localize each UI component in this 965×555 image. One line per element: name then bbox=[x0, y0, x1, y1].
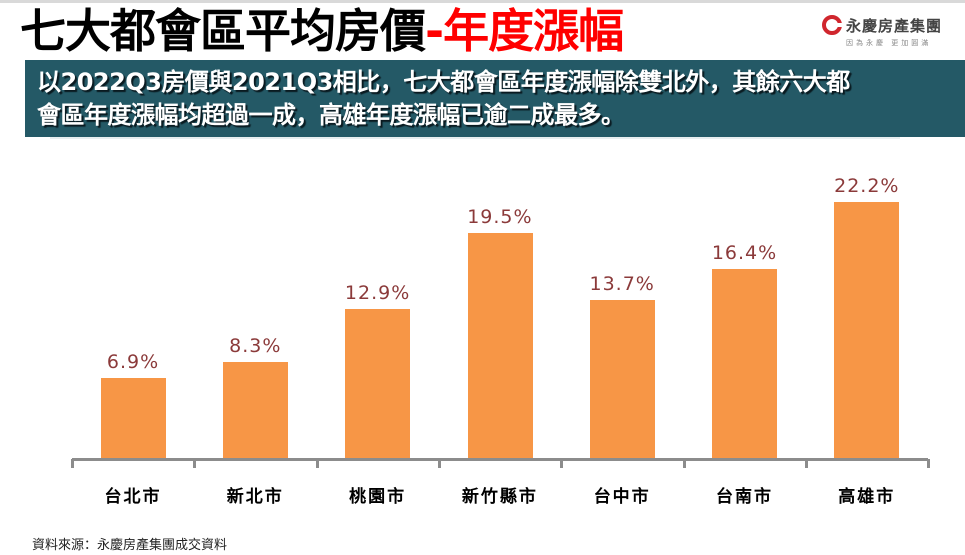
category-label: 台北市 bbox=[104, 487, 162, 507]
page-title: 七大都會區平均房價-年度漲幅 bbox=[20, 2, 624, 60]
data-label: 8.3% bbox=[229, 335, 282, 358]
category-label: 桃園市 bbox=[349, 487, 407, 507]
data-label: 22.2% bbox=[834, 175, 900, 198]
category-label: 新北市 bbox=[226, 487, 284, 507]
category-label: 台中市 bbox=[593, 487, 651, 507]
bar bbox=[345, 309, 411, 458]
x-axis-tick bbox=[315, 459, 319, 468]
summary-line-2: 會區年度漲幅均超過一成，高雄年度漲幅已逾二成最多。 bbox=[37, 101, 625, 129]
top-rule bbox=[0, 0, 965, 3]
bar bbox=[100, 378, 166, 458]
banner-underline bbox=[50, 137, 900, 139]
data-label: 12.9% bbox=[344, 282, 411, 305]
brand-logo: 永慶房產集團 因為永慶 更加圓滿 bbox=[822, 14, 962, 50]
bar bbox=[222, 362, 288, 458]
brand-circle-icon bbox=[822, 15, 842, 35]
brand-slogan: 因為永慶 更加圓滿 bbox=[846, 39, 932, 47]
x-axis-tick bbox=[437, 459, 441, 468]
x-axis-tick bbox=[560, 459, 564, 468]
bar bbox=[467, 233, 533, 458]
x-axis-tick bbox=[71, 459, 74, 468]
data-label: 16.4% bbox=[711, 241, 778, 264]
bar bbox=[589, 300, 655, 458]
data-label: 6.9% bbox=[106, 351, 160, 374]
x-axis-tick bbox=[804, 459, 808, 468]
x-axis-tick bbox=[927, 459, 931, 468]
bar-chart: 6.9% 台北市 8.3% 新北市 12.9% 桃園市 19.5% 新竹縣市 13.7% 台中市 1… bbox=[0, 140, 965, 520]
x-axis-tick bbox=[682, 459, 686, 468]
summary-banner: 以2022Q3房價與2021Q3相比，七大都會區年度漲幅除雙北外，其餘六大都 會… bbox=[25, 60, 965, 137]
category-label: 高雄市 bbox=[838, 487, 896, 507]
source-note: 資料來源：永慶房產集團成交資料 bbox=[32, 538, 228, 553]
summary-line-1: 以2022Q3房價與2021Q3相比，七大都會區年度漲幅除雙北外，其餘六大都 bbox=[37, 68, 850, 96]
category-label: 新竹縣市 bbox=[461, 487, 538, 507]
data-label: 13.7% bbox=[589, 273, 655, 296]
brand-name: 永慶房產集團 bbox=[846, 16, 943, 35]
category-label: 台南市 bbox=[716, 487, 773, 507]
title-main: 七大都會區平均房價 bbox=[20, 4, 426, 58]
bar bbox=[834, 202, 900, 458]
x-axis-tick bbox=[193, 459, 197, 468]
title-accent: -年度漲幅 bbox=[425, 4, 624, 58]
data-label: 19.5% bbox=[467, 206, 533, 229]
bar bbox=[712, 268, 778, 458]
x-axis bbox=[72, 458, 928, 461]
